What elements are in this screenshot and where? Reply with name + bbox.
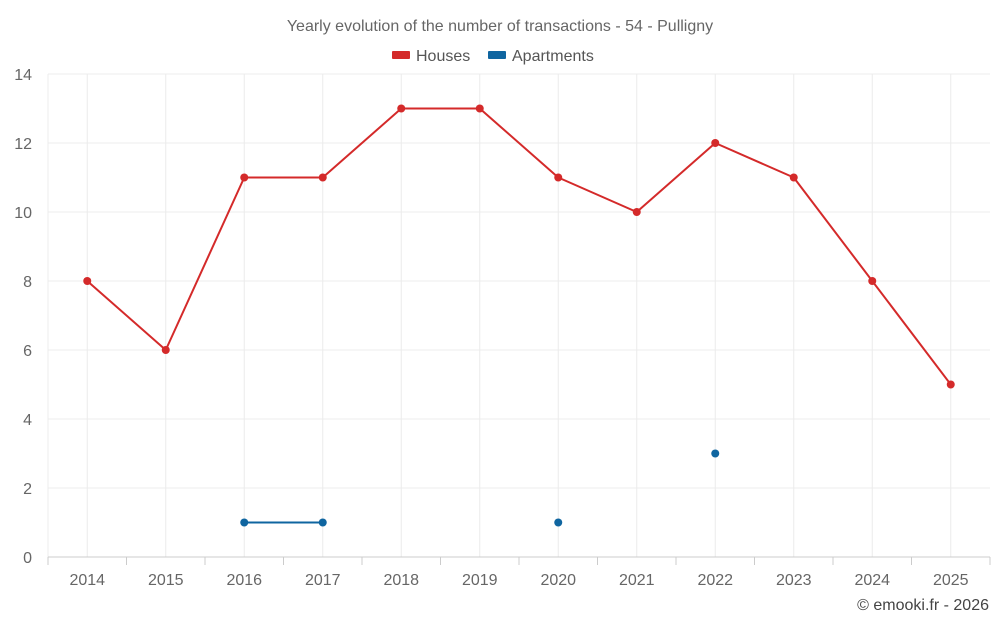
y-tick-label: 6 xyxy=(23,343,32,360)
x-tick-label: 2022 xyxy=(697,572,733,589)
x-tick-label: 2025 xyxy=(933,572,969,589)
data-point-houses[interactable] xyxy=(397,104,406,113)
legend-swatch-houses xyxy=(392,51,410,59)
legend-label-apartments: Apartments xyxy=(512,48,594,65)
credit-text: © emooki.fr - 2026 xyxy=(857,597,989,614)
x-tick-label: 2023 xyxy=(776,572,812,589)
data-point-houses[interactable] xyxy=(475,104,484,113)
x-tick-label: 2017 xyxy=(305,572,341,589)
data-point-apartments[interactable] xyxy=(240,518,249,527)
x-tick-label: 2021 xyxy=(619,572,655,589)
data-point-houses[interactable] xyxy=(789,173,798,182)
series xyxy=(83,104,955,527)
x-tick-label: 2024 xyxy=(854,572,890,589)
grid xyxy=(47,73,990,557)
x-tick-label: 2014 xyxy=(69,572,105,589)
chart-title: Yearly evolution of the number of transa… xyxy=(287,18,713,35)
y-tick-label: 8 xyxy=(23,274,32,291)
data-point-houses[interactable] xyxy=(318,173,327,182)
legend-label-houses: Houses xyxy=(416,48,470,65)
x-tick-label: 2016 xyxy=(226,572,262,589)
y-tick-label: 0 xyxy=(23,550,32,567)
data-point-houses[interactable] xyxy=(711,139,720,147)
y-tick-label: 4 xyxy=(23,412,32,429)
legend-item-houses[interactable]: Houses xyxy=(392,48,470,65)
legend: Houses Apartments xyxy=(392,48,594,65)
x-tick-label: 2019 xyxy=(462,572,498,589)
data-point-houses[interactable] xyxy=(946,380,955,389)
data-point-houses[interactable] xyxy=(83,277,92,285)
series-line-houses xyxy=(86,107,952,386)
legend-swatch-apartments xyxy=(488,51,506,59)
data-point-apartments[interactable] xyxy=(711,449,720,458)
data-point-houses[interactable] xyxy=(554,173,563,182)
x-tick-label: 2020 xyxy=(540,572,576,589)
data-point-apartments[interactable] xyxy=(554,518,563,527)
y-tick-label: 10 xyxy=(14,205,32,222)
data-point-apartments[interactable] xyxy=(318,518,327,527)
data-point-houses[interactable] xyxy=(632,208,641,216)
axes: 0 2 4 6 8 10 12 14 2014 2015 2016 2017 2018 2019 2020 2… xyxy=(14,67,991,589)
y-tick-label: 12 xyxy=(14,136,32,153)
x-tick-label: 2015 xyxy=(148,572,184,589)
data-point-houses[interactable] xyxy=(868,277,877,285)
x-tick-label: 2018 xyxy=(383,572,419,589)
legend-item-apartments[interactable]: Apartments xyxy=(488,48,594,65)
data-point-houses[interactable] xyxy=(240,173,249,182)
data-point-houses[interactable] xyxy=(161,346,170,354)
y-tick-label: 14 xyxy=(14,67,32,84)
y-tick-label: 2 xyxy=(23,481,32,498)
